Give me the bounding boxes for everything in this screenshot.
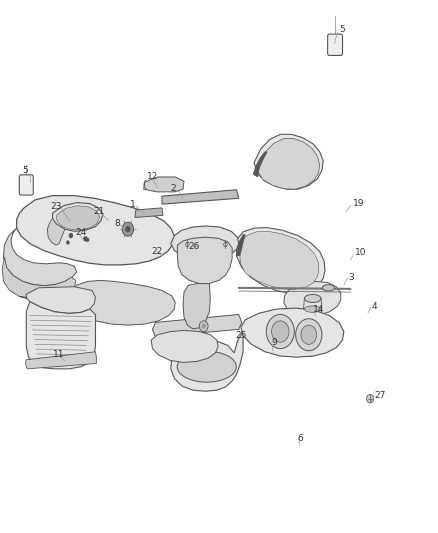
Text: 14: 14 [313, 305, 325, 313]
Polygon shape [26, 302, 95, 369]
Polygon shape [144, 177, 184, 192]
Polygon shape [151, 330, 218, 362]
Polygon shape [237, 228, 325, 293]
Text: 11: 11 [53, 350, 65, 359]
Text: 26: 26 [188, 242, 200, 251]
Text: 1: 1 [130, 200, 135, 208]
Ellipse shape [304, 306, 321, 312]
Text: 2: 2 [171, 184, 177, 192]
Text: ϕ: ϕ [222, 240, 227, 249]
Polygon shape [56, 206, 100, 230]
Circle shape [272, 321, 289, 342]
Circle shape [367, 394, 374, 403]
Polygon shape [171, 332, 243, 391]
Text: 3: 3 [348, 273, 354, 281]
Circle shape [86, 238, 89, 242]
Polygon shape [17, 196, 174, 265]
Circle shape [83, 236, 88, 241]
Text: 24: 24 [76, 229, 87, 237]
Polygon shape [25, 352, 96, 369]
Circle shape [66, 240, 70, 245]
Circle shape [199, 321, 208, 332]
Polygon shape [19, 280, 175, 325]
Circle shape [69, 233, 73, 238]
FancyBboxPatch shape [19, 175, 33, 195]
Polygon shape [162, 190, 239, 204]
Polygon shape [183, 284, 210, 329]
Polygon shape [4, 228, 77, 286]
Polygon shape [177, 237, 232, 284]
Polygon shape [152, 314, 242, 337]
Text: 9: 9 [272, 338, 277, 346]
Text: ϕ: ϕ [185, 240, 190, 249]
Text: 5: 5 [339, 25, 345, 34]
Text: 22: 22 [151, 247, 162, 256]
Text: 12: 12 [147, 173, 158, 181]
Circle shape [266, 314, 294, 349]
Text: 19: 19 [353, 199, 364, 208]
Text: 23: 23 [50, 202, 62, 211]
Circle shape [301, 325, 317, 344]
Circle shape [122, 222, 134, 236]
Text: 8: 8 [115, 220, 120, 228]
Ellipse shape [177, 351, 237, 382]
Polygon shape [26, 287, 95, 313]
Polygon shape [47, 219, 65, 245]
Text: 4: 4 [371, 302, 377, 311]
Polygon shape [135, 208, 163, 217]
Text: 27: 27 [374, 391, 386, 400]
Text: 21: 21 [93, 207, 105, 216]
FancyBboxPatch shape [328, 34, 343, 55]
Polygon shape [240, 231, 319, 289]
Text: 10: 10 [355, 248, 366, 257]
Polygon shape [2, 257, 76, 301]
Polygon shape [254, 134, 323, 189]
Circle shape [125, 226, 131, 232]
Text: 6: 6 [298, 434, 304, 442]
Circle shape [296, 319, 322, 351]
Ellipse shape [322, 285, 335, 291]
Polygon shape [241, 308, 344, 357]
Polygon shape [53, 203, 103, 231]
Polygon shape [253, 152, 267, 177]
Polygon shape [284, 281, 341, 316]
Polygon shape [171, 226, 239, 260]
Ellipse shape [304, 294, 321, 303]
Text: 5: 5 [23, 166, 28, 175]
Polygon shape [237, 235, 245, 256]
Polygon shape [258, 139, 320, 189]
Text: 25: 25 [236, 332, 247, 340]
Circle shape [201, 324, 206, 329]
